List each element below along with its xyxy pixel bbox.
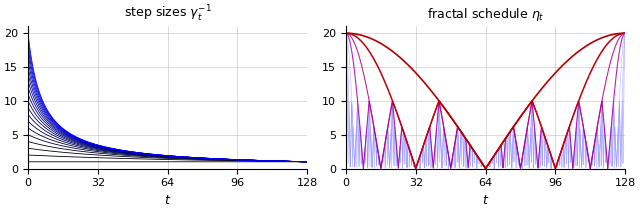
X-axis label: $t$: $t$ (164, 194, 172, 207)
X-axis label: $t$: $t$ (482, 194, 489, 207)
Title: fractal schedule $\eta_t$: fractal schedule $\eta_t$ (427, 6, 545, 23)
Title: step sizes $\gamma_t^{-1}$: step sizes $\gamma_t^{-1}$ (124, 4, 212, 24)
